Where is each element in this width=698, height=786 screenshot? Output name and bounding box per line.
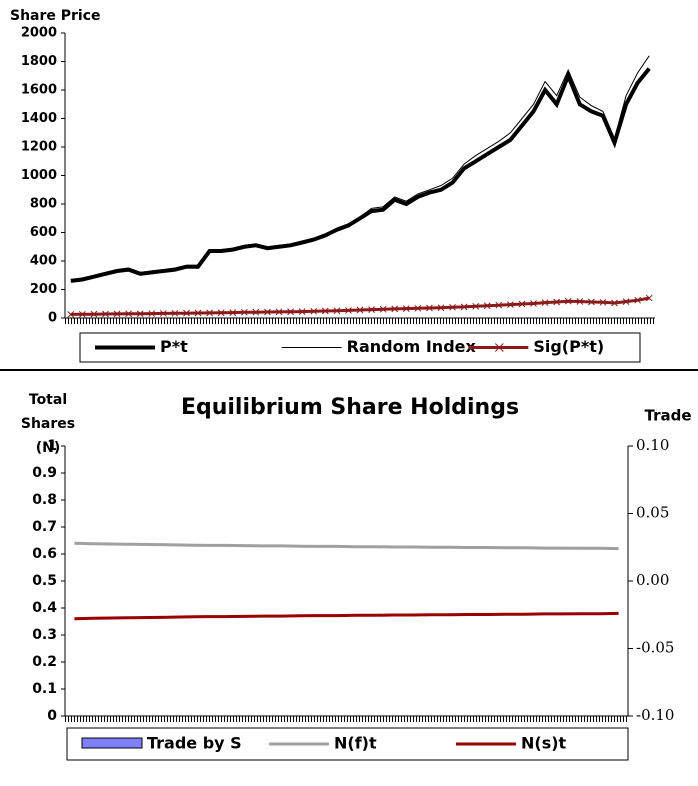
y-tick-label: 0.2 <box>32 654 57 670</box>
marker <box>194 309 202 317</box>
y-tick-label: 200 <box>30 282 57 297</box>
marker <box>530 300 537 307</box>
y2-axis-label: Trade <box>644 407 691 425</box>
y-tick-label: 0.8 <box>32 492 57 508</box>
marker <box>148 310 156 317</box>
legend <box>66 727 629 761</box>
y-tick-label: 0.4 <box>32 600 57 616</box>
marker <box>611 299 618 307</box>
marker <box>402 305 410 312</box>
marker <box>518 300 526 308</box>
marker <box>553 298 561 306</box>
marker <box>460 303 468 311</box>
marker <box>483 302 491 310</box>
marker <box>507 301 514 308</box>
y-tick-label: 1000 <box>21 168 57 183</box>
y-tick-label: 0.1 <box>32 681 57 697</box>
y-tick-label: 800 <box>30 197 57 212</box>
marker <box>252 308 260 316</box>
marker <box>240 308 248 316</box>
marker <box>426 304 433 312</box>
marker <box>495 301 503 309</box>
marker <box>645 294 653 302</box>
y-tick-label: 1 <box>47 438 57 454</box>
y-axis-label: Total Shares (N) <box>20 392 76 456</box>
chart-title: Equilibrium Share Holdings <box>181 395 519 420</box>
marker <box>391 305 399 313</box>
marker <box>217 309 225 317</box>
marker <box>622 298 630 305</box>
marker <box>183 309 190 317</box>
marker <box>298 308 306 315</box>
legend-label: N(f)t <box>334 734 377 753</box>
marker <box>356 306 364 314</box>
marker <box>206 309 213 317</box>
y-tick-label: 0 <box>47 708 57 724</box>
y-tick-label: 2000 <box>21 26 57 41</box>
legend-label: Random Index <box>347 337 477 356</box>
legend-label: P*t <box>160 337 188 356</box>
line <box>74 541 619 551</box>
line <box>70 55 650 280</box>
y-tick-label: 1800 <box>21 54 57 69</box>
marker <box>275 308 283 316</box>
marker <box>310 307 318 315</box>
marker <box>90 310 98 318</box>
marker <box>345 307 352 314</box>
y2-tick-label: 0.05 <box>636 504 669 522</box>
marker <box>588 298 595 306</box>
marker <box>67 311 75 318</box>
marker <box>414 304 422 312</box>
y-tick-label: 0 <box>48 311 57 326</box>
marker <box>159 310 167 317</box>
legend-marker <box>494 343 504 352</box>
marker <box>449 303 456 311</box>
marker <box>472 302 480 310</box>
y-tick-label: 1600 <box>21 83 57 98</box>
y-tick-label: 0.5 <box>32 573 57 589</box>
marker <box>333 307 341 315</box>
legend-swatch <box>81 737 143 749</box>
y-tick-label: 0.7 <box>32 519 57 535</box>
y-tick-label: 400 <box>30 254 57 269</box>
marker <box>171 309 179 317</box>
marker <box>229 309 237 316</box>
y-axis-label: Share Price <box>10 8 101 24</box>
marker <box>102 310 109 318</box>
line <box>70 296 650 316</box>
y2-tick-label: -0.10 <box>636 706 674 724</box>
y-tick-label: 0.9 <box>32 465 57 481</box>
marker <box>78 310 86 318</box>
legend <box>79 332 641 363</box>
y-tick-label: 0.6 <box>32 546 57 562</box>
marker <box>564 297 572 305</box>
marker <box>321 307 329 315</box>
marker <box>576 298 584 305</box>
legend-label: N(s)t <box>521 734 567 753</box>
marker <box>287 308 294 316</box>
y-tick-label: 600 <box>30 225 57 240</box>
y-tick-label: 1200 <box>21 140 57 155</box>
marker <box>437 304 445 312</box>
legend-label: Trade by S <box>147 734 242 753</box>
marker <box>599 298 607 306</box>
y2-tick-label: -0.05 <box>636 639 674 657</box>
marker <box>368 306 375 313</box>
marker <box>264 308 271 316</box>
line <box>70 67 651 283</box>
marker <box>541 299 549 306</box>
y-tick-label: 1400 <box>21 111 57 126</box>
line <box>74 611 619 621</box>
marker <box>136 310 144 318</box>
marker <box>379 305 387 313</box>
marker <box>113 310 121 318</box>
y2-tick-label: 0.00 <box>636 571 669 589</box>
y2-tick-label: 0.10 <box>636 436 669 454</box>
marker <box>634 296 642 304</box>
marker <box>125 310 132 318</box>
y-tick-label: 0.3 <box>32 627 57 643</box>
legend-label: Sig(P*t) <box>533 337 604 356</box>
